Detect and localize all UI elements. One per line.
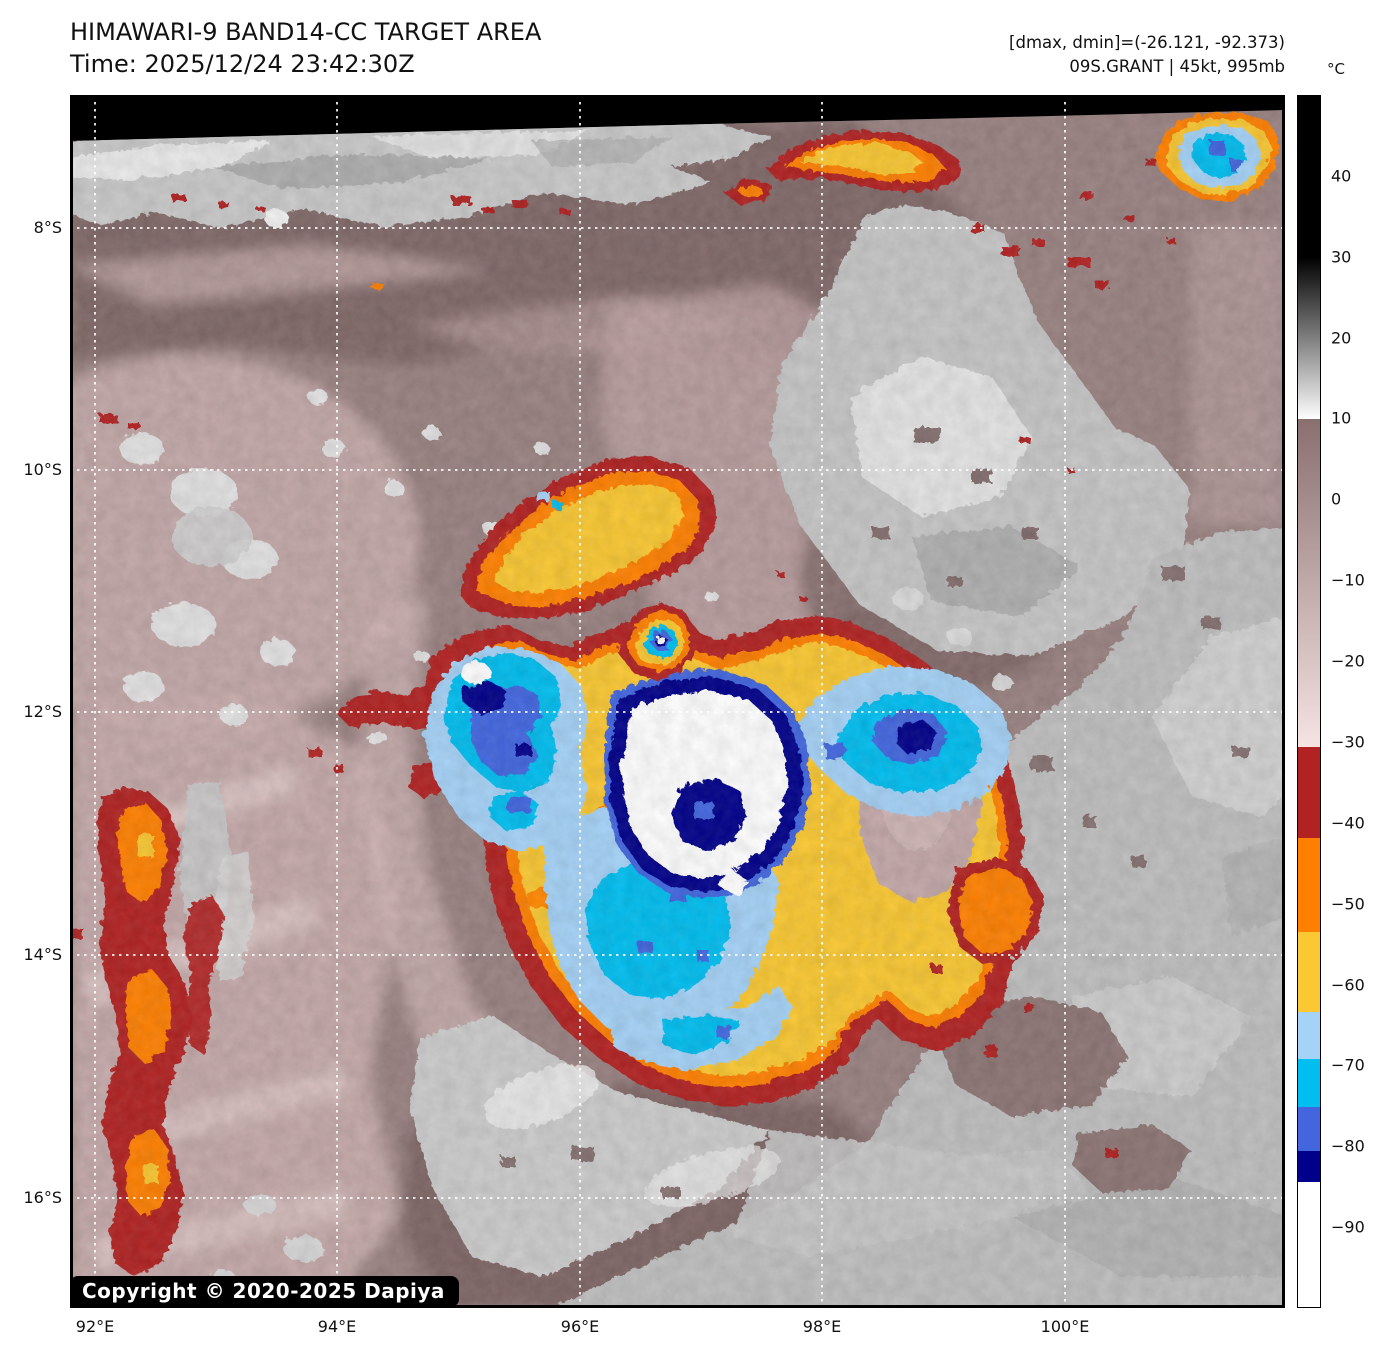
colorbar-tick-label: −10 xyxy=(1331,570,1365,590)
colorbar-segment xyxy=(1298,96,1320,259)
colorbar-segment xyxy=(1298,257,1320,420)
colorbar-tick-label: 0 xyxy=(1331,489,1342,509)
colorbar-segment xyxy=(1298,1012,1320,1060)
colorbar-tick-label: −50 xyxy=(1331,894,1365,914)
colorbar-unit-label: °C xyxy=(1327,60,1345,78)
satellite-map xyxy=(70,95,1285,1308)
colorbar-segment xyxy=(1298,746,1320,839)
dmax-dmin-annotation: [dmax, dmin]=(-26.121, -92.373) xyxy=(1009,33,1285,52)
map-border xyxy=(70,95,1285,1308)
colorbar-tick-label: −90 xyxy=(1331,1217,1365,1237)
colorbar-tick-label: 30 xyxy=(1331,247,1352,267)
lat-tick-14s: 14°S xyxy=(23,945,62,964)
annotation-block: [dmax, dmin]=(-26.121, -92.373) 09S.GRAN… xyxy=(1009,31,1285,79)
time-subtitle: Time: 2025/12/24 23:42:30Z xyxy=(70,50,415,78)
colorbar-tick-label: −70 xyxy=(1331,1055,1365,1075)
copyright-badge: Copyright © 2020-2025 Dapiya xyxy=(70,1276,459,1307)
colorbar-segment xyxy=(1298,932,1320,1013)
lon-tick-100e: 100°E xyxy=(1040,1317,1090,1336)
colorbar-tick-label: 10 xyxy=(1331,408,1352,428)
page-title: HIMAWARI-9 BAND14-CC TARGET AREA xyxy=(70,18,542,46)
lat-tick-16s: 16°S xyxy=(23,1188,62,1207)
colorbar-tick-label: −40 xyxy=(1331,813,1365,833)
colorbar-segment xyxy=(1298,1181,1320,1307)
colorbar-tick-label: −30 xyxy=(1331,732,1365,752)
colorbar-segment xyxy=(1298,837,1320,933)
imagery-clip-group xyxy=(70,110,1285,1308)
lon-tick-94e: 94°E xyxy=(317,1317,357,1336)
lat-tick-8s: 8°S xyxy=(33,218,62,237)
colorbar-segment xyxy=(1298,418,1320,748)
lat-tick-12s: 12°S xyxy=(23,702,62,721)
header-block: HIMAWARI-9 BAND14-CC TARGET AREA Time: 2… xyxy=(70,16,541,80)
colorbar-tick-label: −60 xyxy=(1331,975,1365,995)
colorbar xyxy=(1297,95,1321,1308)
colorbar-segment xyxy=(1298,1106,1320,1152)
colorbar-gradient xyxy=(1298,96,1320,1307)
colorbar-tick-label: 40 xyxy=(1331,166,1352,186)
lat-tick-10s: 10°S xyxy=(23,460,62,479)
colorbar-segment xyxy=(1298,1059,1320,1108)
colorbar-segment xyxy=(1298,1151,1320,1183)
lon-tick-96e: 96°E xyxy=(560,1317,600,1336)
noise-overlay-light xyxy=(70,110,1285,1308)
satellite-imagery xyxy=(70,95,1285,1308)
colorbar-tick-label: −80 xyxy=(1331,1136,1365,1156)
storm-annotation: 09S.GRANT | 45kt, 995mb xyxy=(1069,57,1285,76)
lon-tick-92e: 92°E xyxy=(75,1317,115,1336)
colorbar-tick-label: 20 xyxy=(1331,328,1352,348)
colorbar-tick-label: −20 xyxy=(1331,651,1365,671)
colorbar-ticks: 40 30 20 10 0 −10 −20 −30 −40 −50 −60 −70 −80 −90 xyxy=(1331,95,1387,1308)
lon-tick-98e: 98°E xyxy=(802,1317,842,1336)
